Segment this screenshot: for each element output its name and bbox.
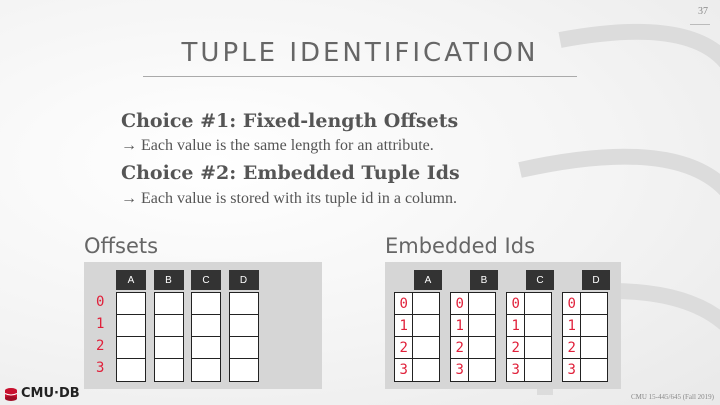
course-label: CMU 15-445/645 (Fall 2019) xyxy=(630,393,714,401)
embedded-id-cell: 3 xyxy=(506,358,526,382)
embedded-id-cell: 1 xyxy=(506,314,526,338)
embedded-id-cell: 1 xyxy=(394,314,414,338)
embedded-id-cell: 3 xyxy=(450,358,470,382)
embedded-id-cell: 1 xyxy=(450,314,470,338)
embedded-column-header-b: B xyxy=(470,270,498,290)
offsets-cell xyxy=(191,336,221,360)
offsets-cell xyxy=(153,292,184,316)
title-underline xyxy=(143,76,577,77)
embedded-ids-label: Embedded Ids xyxy=(385,234,536,258)
offsets-cell xyxy=(228,336,259,360)
offsets-cell xyxy=(153,358,184,382)
embedded-value-cell xyxy=(412,336,440,360)
embedded-column-header-d: D xyxy=(582,270,610,290)
embedded-id-cell: 0 xyxy=(506,292,526,316)
embedded-value-cell xyxy=(412,292,440,316)
offsets-column-header-b: B xyxy=(153,270,184,290)
top-rule xyxy=(690,24,710,25)
slide-title: TUPLE IDENTIFICATION xyxy=(181,38,539,68)
page-number: 37 xyxy=(698,6,708,17)
embedded-value-cell xyxy=(412,358,440,382)
offsets-column-header-d: D xyxy=(228,270,259,290)
embedded-value-cell xyxy=(524,358,552,382)
offsets-cell xyxy=(191,314,221,338)
embedded-id-cell: 0 xyxy=(450,292,470,316)
offsets-cell xyxy=(153,314,184,338)
embedded-id-cell: 3 xyxy=(394,358,414,382)
offsets-row-index: 3 xyxy=(96,360,105,376)
offsets-label: Offsets xyxy=(84,234,159,258)
offsets-cell xyxy=(116,358,146,382)
embedded-value-cell xyxy=(412,314,440,338)
embedded-value-cell xyxy=(580,336,608,360)
embedded-id-cell: 3 xyxy=(562,358,582,382)
offsets-cell xyxy=(116,314,146,338)
embedded-value-cell xyxy=(524,336,552,360)
embedded-id-cell: 2 xyxy=(562,336,582,360)
offsets-row-index: 0 xyxy=(96,294,105,310)
choice-1-heading: Choice #1: Fixed-length Offsets xyxy=(121,110,459,132)
embedded-column-header-c: C xyxy=(526,270,554,290)
embedded-value-cell xyxy=(524,314,552,338)
offsets-cell xyxy=(228,358,259,382)
embedded-id-cell: 1 xyxy=(562,314,582,338)
embedded-column-header-a: A xyxy=(414,270,442,290)
offsets-cell xyxy=(191,358,221,382)
embedded-value-cell xyxy=(580,292,608,316)
embedded-id-cell: 2 xyxy=(450,336,470,360)
offsets-row-index: 2 xyxy=(96,338,105,354)
offsets-column-header-a: A xyxy=(116,270,146,290)
choice-1-detail: → Each value is the same length for an a… xyxy=(121,137,434,154)
embedded-id-cell: 2 xyxy=(506,336,526,360)
embedded-value-cell xyxy=(580,358,608,382)
offsets-cell xyxy=(116,292,146,316)
embedded-id-cell: 2 xyxy=(394,336,414,360)
embedded-value-cell xyxy=(468,336,496,360)
embedded-value-cell xyxy=(524,292,552,316)
offsets-cell xyxy=(228,292,259,316)
embedded-value-cell xyxy=(468,292,496,316)
database-logo-icon xyxy=(4,387,18,401)
embedded-id-cell: 0 xyxy=(562,292,582,316)
offsets-cell xyxy=(153,336,184,360)
embedded-id-cell: 0 xyxy=(394,292,414,316)
embedded-value-cell xyxy=(468,358,496,382)
offsets-cell xyxy=(191,292,221,316)
cmu-db-logo: CMU·DB xyxy=(4,386,80,401)
embedded-value-cell xyxy=(580,314,608,338)
choice-2-heading: Choice #2: Embedded Tuple Ids xyxy=(121,162,460,184)
choice-2-detail: → Each value is stored with its tuple id… xyxy=(121,190,457,207)
logo-text: CMU·DB xyxy=(21,386,80,401)
offsets-cell xyxy=(116,336,146,360)
offsets-cell xyxy=(228,314,259,338)
offsets-row-index: 1 xyxy=(96,316,105,332)
embedded-value-cell xyxy=(468,314,496,338)
offsets-column-header-c: C xyxy=(191,270,221,290)
